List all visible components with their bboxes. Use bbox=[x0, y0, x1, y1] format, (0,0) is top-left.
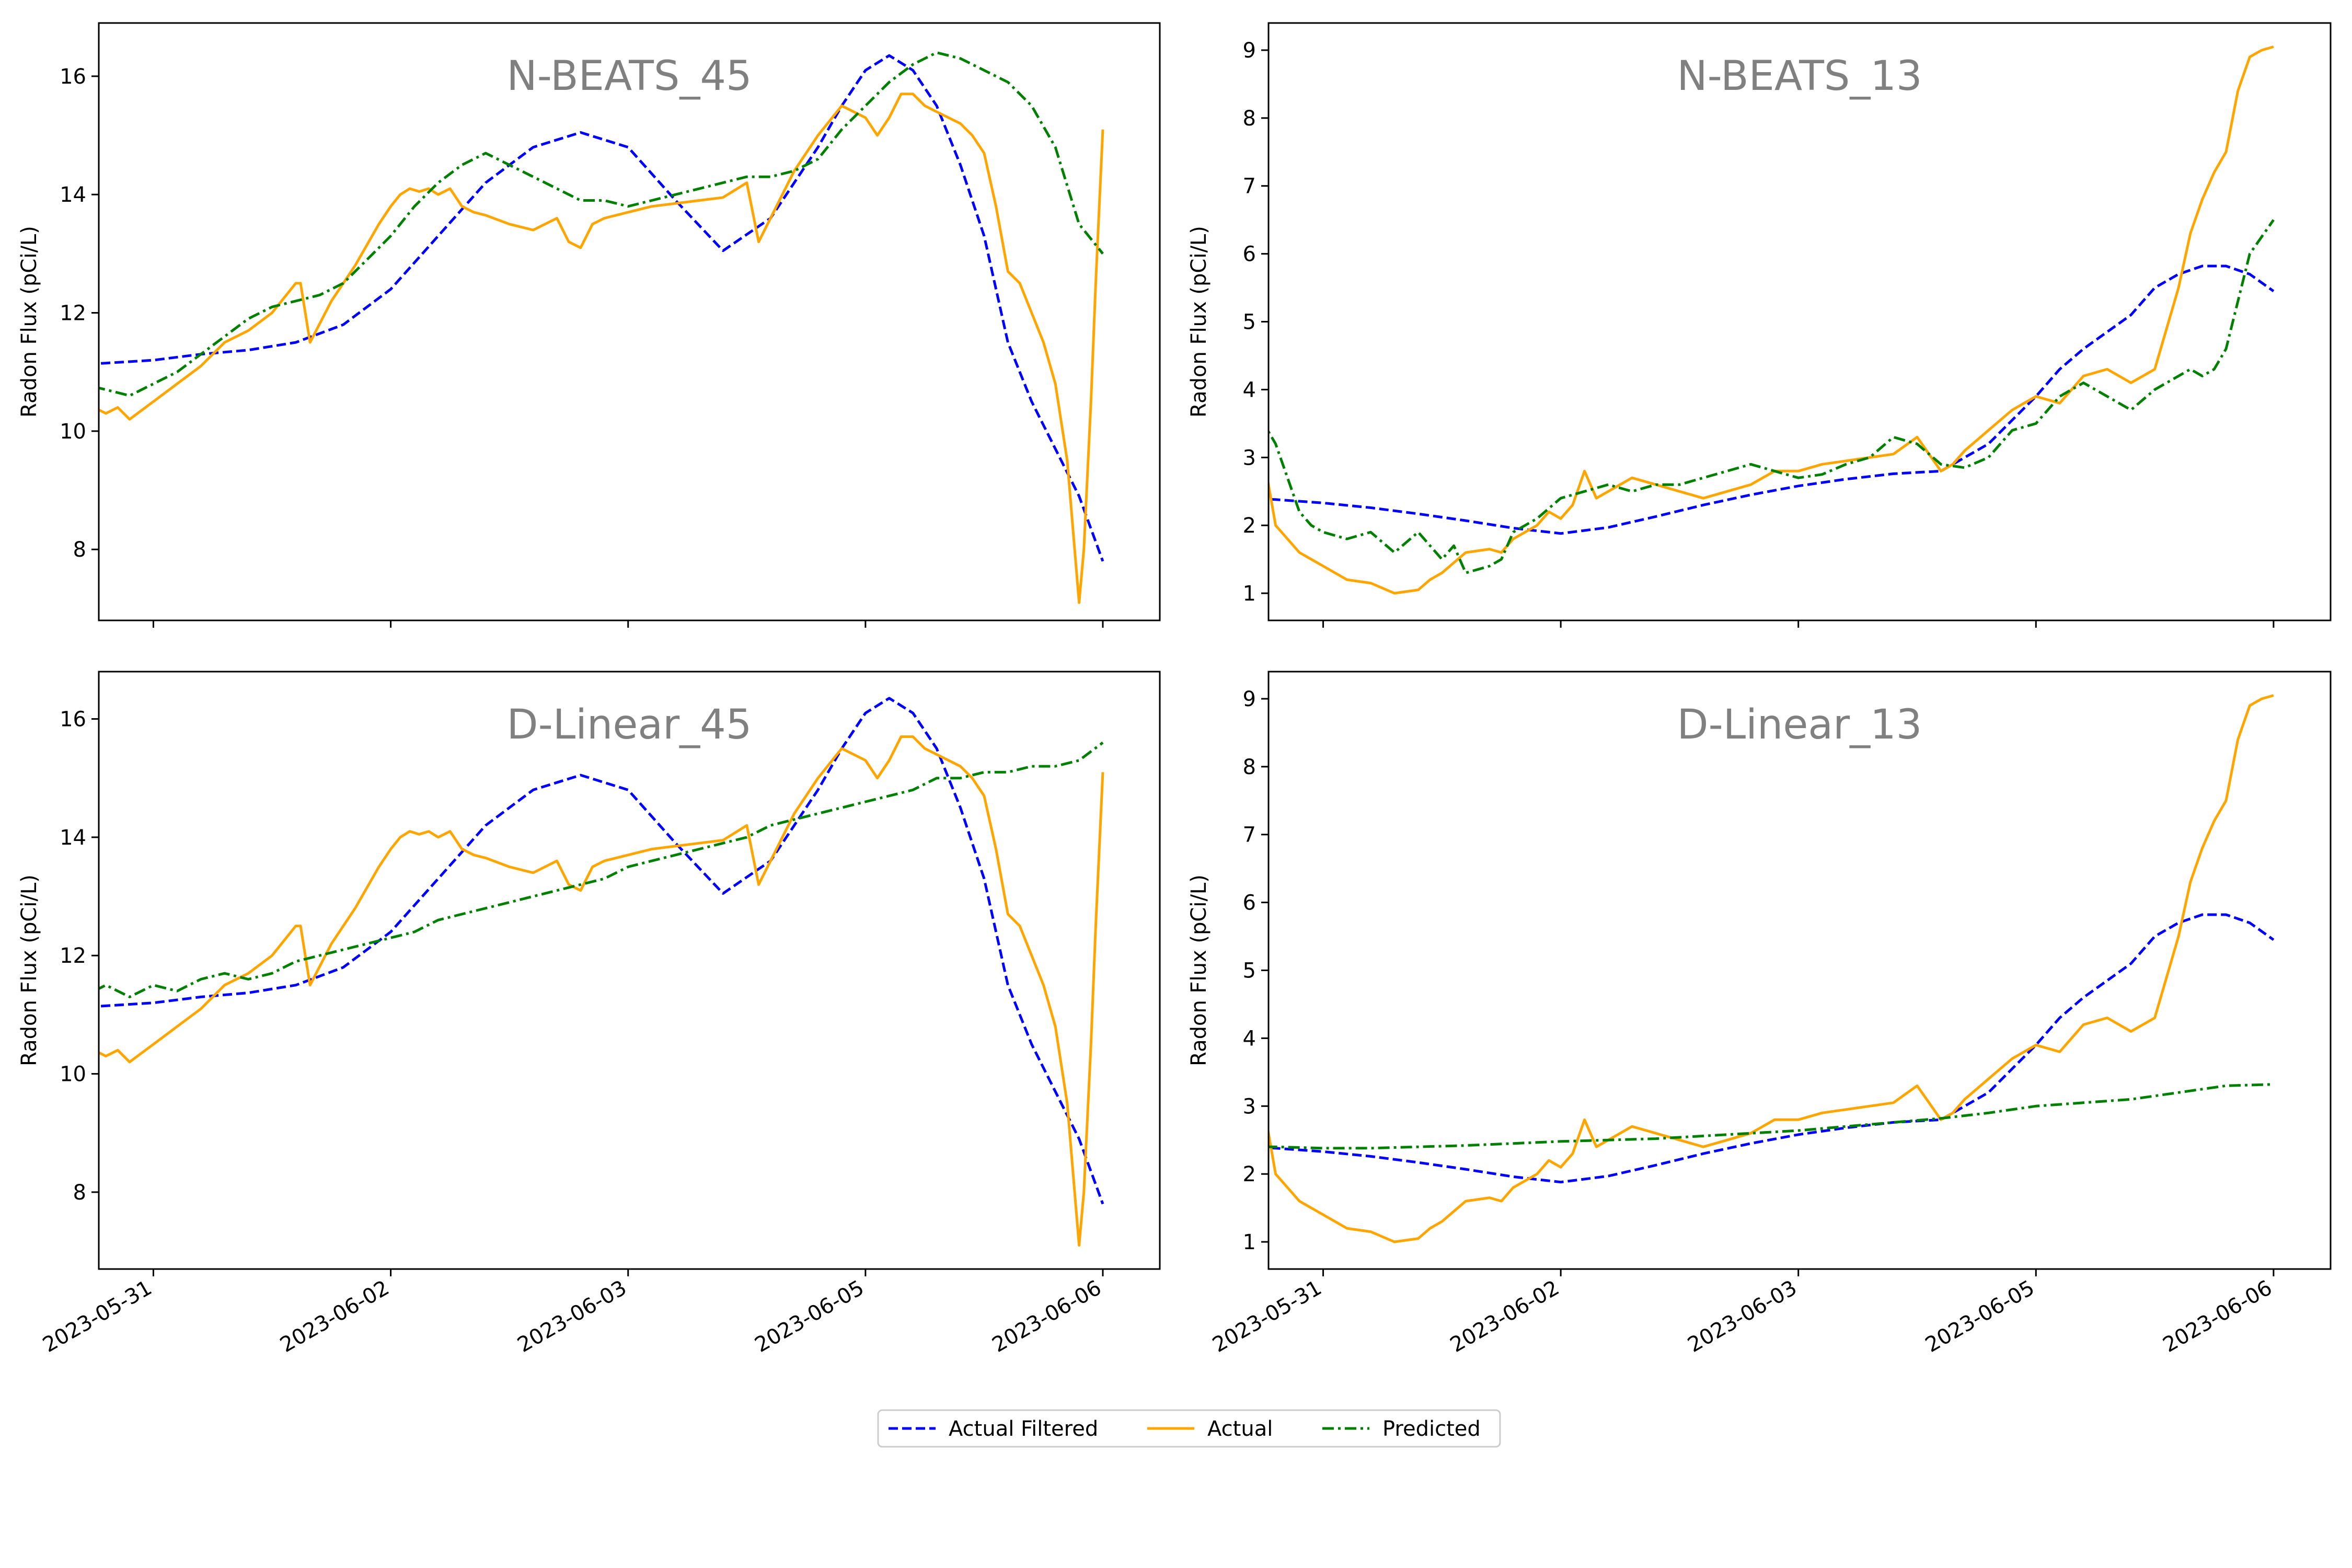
y-axis-label: Radon Flux (pCi/L) bbox=[17, 874, 41, 1066]
y-tick-label: 5 bbox=[1243, 959, 1256, 983]
series-group bbox=[99, 697, 1104, 1247]
y-tick-label: 8 bbox=[1243, 755, 1256, 779]
x-tick-label: 2023-05-31 bbox=[1208, 1276, 1325, 1357]
y-tick-label: 4 bbox=[1243, 378, 1256, 402]
panel-title: N-BEATS_45 bbox=[506, 53, 752, 100]
plot-area bbox=[99, 672, 1160, 1269]
series-group bbox=[1269, 45, 2275, 595]
series-line-actual bbox=[99, 93, 1104, 604]
y-tick-label: 3 bbox=[1243, 446, 1256, 470]
series-line-actual bbox=[1269, 694, 2274, 1243]
y-tick-label: 8 bbox=[1243, 107, 1256, 131]
y-tick-label: 7 bbox=[1243, 175, 1256, 199]
y-tick-label: 6 bbox=[1243, 243, 1256, 267]
y-tick-label: 1 bbox=[1243, 582, 1256, 606]
plot-area bbox=[1269, 672, 2331, 1269]
panel-title: D-Linear_45 bbox=[507, 701, 752, 748]
y-tick-label: 8 bbox=[73, 538, 86, 562]
y-tick-label: 9 bbox=[1243, 687, 1256, 711]
y-tick-label: 5 bbox=[1243, 310, 1256, 335]
x-tick-label: 2023-06-03 bbox=[1684, 1276, 1801, 1357]
legend: Actual Filtered Actual Predicted bbox=[877, 1409, 1501, 1448]
y-tick-label: 14 bbox=[60, 826, 86, 850]
legend-item-actual: Actual bbox=[1147, 1417, 1273, 1441]
series-line-actual-filtered bbox=[99, 54, 1104, 562]
plot-frame bbox=[98, 22, 1161, 621]
plot-area bbox=[1269, 23, 2331, 620]
y-axis-label: Radon Flux (pCi/L) bbox=[1187, 874, 1211, 1066]
y-axis-label: Radon Flux (pCi/L) bbox=[17, 226, 41, 418]
y-tick-label: 12 bbox=[60, 944, 86, 968]
chart-panel: 1 2 3 4 5 6 7 8 9 2023-05-31 2023-06-02 2023-06-03 2… bbox=[1187, 671, 2332, 1357]
y-tick-label: 16 bbox=[60, 708, 86, 732]
y-tick-label: 10 bbox=[60, 1063, 86, 1087]
y-tick-label: 12 bbox=[60, 302, 86, 326]
y-tick-label: 10 bbox=[60, 420, 86, 444]
x-tick-label: 2023-06-03 bbox=[513, 1276, 630, 1357]
chart-panel: 8 10 12 14 16 2023-05-31 2023-06-02 2023-06-03 2… bbox=[17, 671, 1161, 1357]
y-tick-label: 4 bbox=[1243, 1027, 1256, 1051]
chart-panel: 8 10 12 14 16 Radon Flux (pCi/L) N-BEATS_45 bbox=[17, 22, 1161, 628]
legend-item-actual-filtered: Actual Filtered bbox=[889, 1417, 1098, 1441]
series-line-predicted bbox=[1269, 1083, 2274, 1150]
y-tick-label: 2 bbox=[1243, 1162, 1256, 1186]
plot-area bbox=[99, 23, 1160, 620]
series-line-actual-filtered bbox=[1269, 913, 2275, 1184]
y-tick-label: 16 bbox=[60, 65, 86, 89]
y-tick-label: 6 bbox=[1243, 891, 1256, 915]
series-line-predicted bbox=[1269, 219, 2275, 574]
x-tick-label: 2023-05-31 bbox=[39, 1276, 156, 1357]
series-line-predicted bbox=[99, 741, 1104, 998]
y-tick-label: 14 bbox=[60, 183, 86, 207]
y-tick-label: 3 bbox=[1243, 1094, 1256, 1119]
legend-label-actual: Actual bbox=[1207, 1417, 1273, 1441]
y-tick-label: 2 bbox=[1243, 514, 1256, 538]
y-tick-label: 7 bbox=[1243, 823, 1256, 847]
legend-item-predicted: Predicted bbox=[1322, 1417, 1481, 1441]
x-tick-label: 2023-06-06 bbox=[988, 1276, 1105, 1357]
series-line-actual bbox=[1269, 45, 2274, 595]
x-tick-label: 2023-06-02 bbox=[1446, 1276, 1563, 1357]
y-tick-label: 1 bbox=[1243, 1230, 1256, 1254]
panel-title: D-Linear_13 bbox=[1677, 701, 1922, 748]
series-line-actual bbox=[99, 735, 1104, 1247]
legend-label-predicted: Predicted bbox=[1382, 1417, 1481, 1441]
panel-title: N-BEATS_13 bbox=[1677, 53, 1922, 100]
chart-panel: 1 2 3 4 5 6 7 8 9 Radon Flux (pCi/L) N-BEATS_13 bbox=[1187, 22, 2332, 628]
y-axis-label: Radon Flux (pCi/L) bbox=[1187, 226, 1211, 418]
series-line-actual-filtered bbox=[99, 697, 1104, 1205]
x-tick-label: 2023-06-05 bbox=[1921, 1276, 2038, 1357]
series-group bbox=[1269, 694, 2275, 1243]
x-tick-label: 2023-06-02 bbox=[276, 1276, 393, 1357]
x-tick-label: 2023-06-05 bbox=[751, 1276, 868, 1357]
legend-label-actual-filtered: Actual Filtered bbox=[949, 1417, 1098, 1441]
x-tick-label: 2023-06-06 bbox=[2159, 1276, 2276, 1357]
y-tick-label: 9 bbox=[1243, 39, 1256, 63]
y-tick-label: 8 bbox=[73, 1181, 86, 1205]
series-line-predicted bbox=[99, 51, 1104, 397]
series-group bbox=[99, 51, 1104, 604]
series-line-actual-filtered bbox=[1269, 264, 2275, 535]
plot-frame bbox=[98, 671, 1161, 1270]
